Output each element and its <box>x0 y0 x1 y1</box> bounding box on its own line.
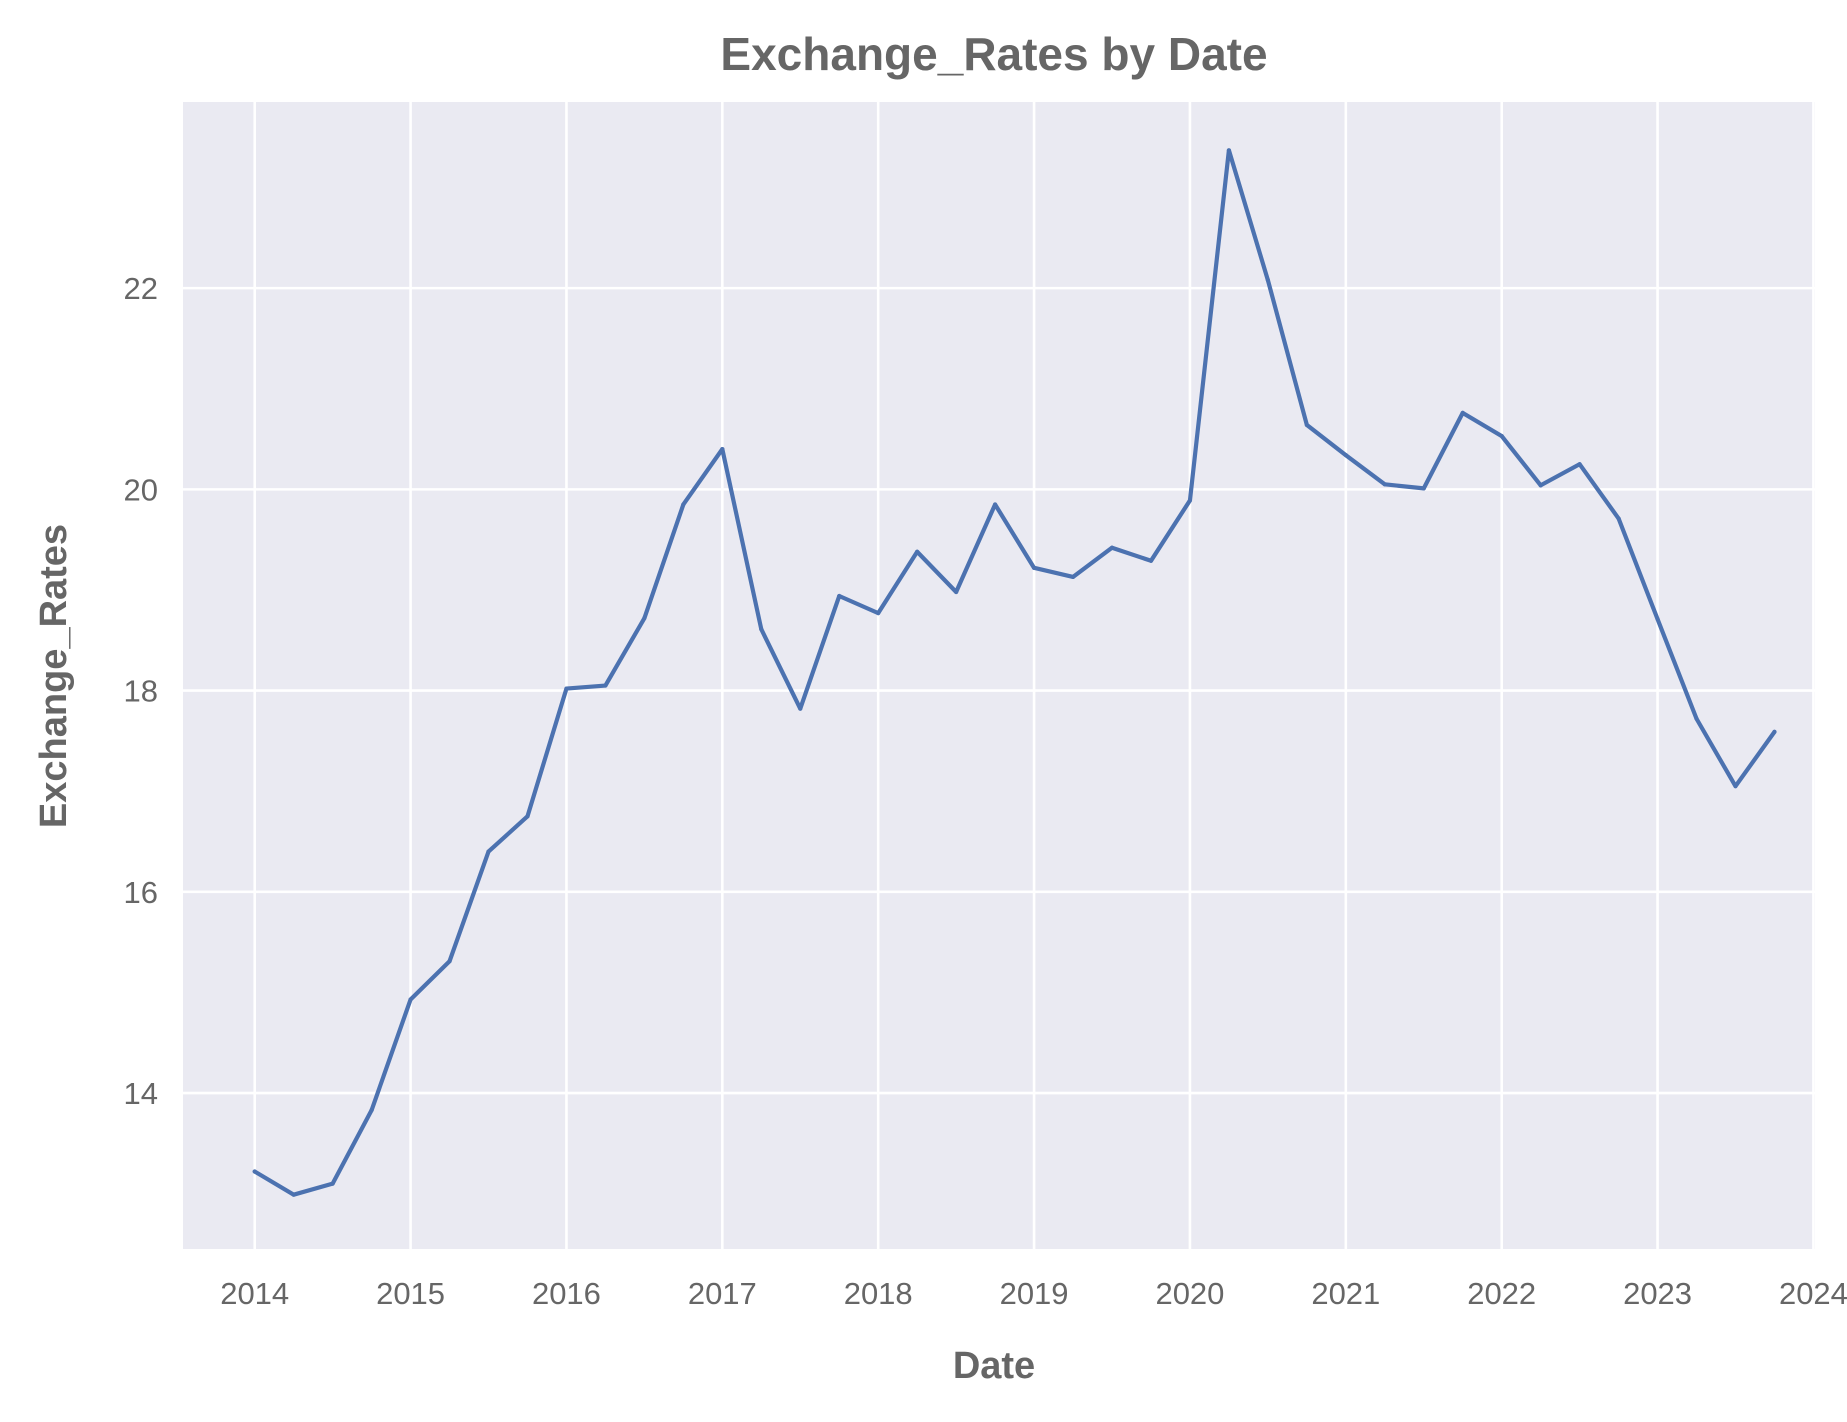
data-point-2021-07 <box>1421 486 1426 491</box>
y-tick-label-14: 14 <box>124 1076 158 1111</box>
data-point-2023-10 <box>1772 729 1777 734</box>
data-point-2018-07 <box>954 589 959 595</box>
x-axis-title: Date <box>953 1345 1035 1387</box>
y-tick-label-22: 22 <box>124 271 158 306</box>
data-point-2021-10 <box>1460 410 1465 415</box>
data-point-2017-04 <box>759 627 764 632</box>
x-tick-labels: 2014 2015 2016 2017 2018 2019 2020 2021 2022 2023… <box>220 1276 1847 1311</box>
data-point-2015-01 <box>408 997 413 1002</box>
x-gridlines <box>253 102 1815 1249</box>
x-tick-label-2020: 2020 <box>1155 1276 1224 1311</box>
data-point-2018-10 <box>993 502 998 507</box>
data-point-2016-04 <box>603 683 608 688</box>
x-tick-label-2022: 2022 <box>1467 1276 1536 1311</box>
x-tick-label-2018: 2018 <box>844 1276 913 1311</box>
data-point-2020-04 <box>1226 148 1232 153</box>
x-tick-label-2017: 2017 <box>688 1276 757 1311</box>
y-tick-label-18: 18 <box>124 674 158 709</box>
x-tick-label-2023: 2023 <box>1623 1276 1692 1311</box>
data-point-2017-01 <box>720 447 725 452</box>
data-point-2022-07 <box>1577 462 1582 467</box>
data-point-2019-07 <box>1109 545 1115 550</box>
x-tick-label-2016: 2016 <box>532 1276 601 1311</box>
series-layer <box>252 148 1777 1197</box>
data-point-2016-07 <box>642 616 647 621</box>
data-point-2014-07 <box>330 1181 335 1186</box>
x-tick-label-2019: 2019 <box>1000 1276 1069 1311</box>
x-tick-label-2015: 2015 <box>376 1276 445 1311</box>
series-line-0 <box>252 148 1777 1197</box>
data-point-2015-04 <box>447 959 452 964</box>
data-point-2016-01 <box>564 686 569 691</box>
chart-title: Exchange_Rates by Date <box>720 28 1267 80</box>
data-point-2017-10 <box>837 593 842 599</box>
data-point-2014-01 <box>252 1169 257 1174</box>
data-point-2017-07 <box>798 706 803 711</box>
data-point-2014-10 <box>369 1108 374 1113</box>
data-point-2022-10 <box>1616 516 1621 521</box>
y-tick-labels: 14 16 18 20 22 <box>124 271 158 1111</box>
data-point-2019-10 <box>1148 558 1154 563</box>
data-point-2014-04 <box>291 1192 296 1197</box>
x-tick-label-2014: 2014 <box>220 1276 289 1311</box>
data-point-2018-04 <box>915 549 920 554</box>
data-point-2022-01 <box>1499 433 1504 439</box>
plot-background <box>183 102 1815 1249</box>
data-point-2020-07 <box>1265 277 1270 283</box>
x-tick-label-2024: 2024 <box>1779 1276 1847 1311</box>
data-point-2021-01 <box>1343 453 1348 458</box>
data-point-2015-07 <box>486 849 491 854</box>
y-axis-title: Exchange_Rates <box>33 524 75 828</box>
x-tick-label-2021: 2021 <box>1311 1276 1380 1311</box>
y-gridlines <box>183 286 1815 1095</box>
data-point-2020-01 <box>1187 498 1193 503</box>
data-point-2023-07 <box>1733 784 1738 789</box>
data-point-2020-10 <box>1304 422 1309 428</box>
data-point-2015-10 <box>525 814 530 819</box>
data-point-2019-04 <box>1070 574 1076 580</box>
data-point-2016-10 <box>681 502 686 507</box>
data-point-2021-04 <box>1382 482 1387 487</box>
y-tick-label-20: 20 <box>124 472 158 507</box>
data-point-2023-04 <box>1694 716 1699 721</box>
data-point-2023-01 <box>1655 617 1660 622</box>
y-tick-label-16: 16 <box>124 875 158 910</box>
data-point-2018-01 <box>876 611 881 616</box>
data-point-2022-04 <box>1538 483 1543 488</box>
data-point-2019-01 <box>1031 565 1037 570</box>
